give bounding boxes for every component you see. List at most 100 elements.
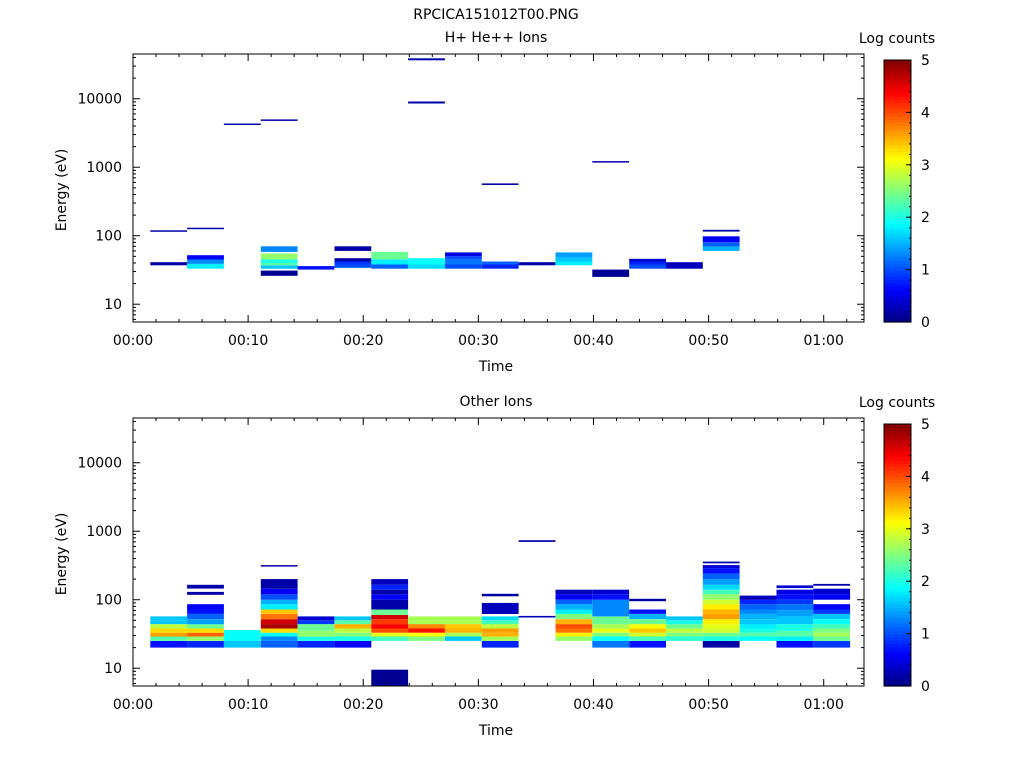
colorbar-tick-label: 3 bbox=[921, 158, 930, 174]
colorbar-segment bbox=[884, 135, 911, 140]
heatmap-cell bbox=[260, 641, 298, 648]
colorbar-segment bbox=[884, 299, 911, 303]
heatmap-cell bbox=[702, 604, 740, 610]
heatmap-cell bbox=[371, 624, 409, 629]
heatmap-cell bbox=[187, 632, 224, 637]
colorbar-segment bbox=[884, 496, 911, 500]
heatmap-cell bbox=[371, 264, 409, 269]
heatmap-cell bbox=[481, 183, 519, 185]
colorbar-segment bbox=[884, 230, 911, 235]
colorbar-segment bbox=[884, 312, 911, 317]
colorbar-segment bbox=[884, 499, 911, 504]
heatmap-cell bbox=[813, 628, 851, 633]
heatmap-cell bbox=[592, 589, 630, 595]
colorbar-segment bbox=[884, 636, 911, 641]
x-axis-label: Time bbox=[478, 359, 513, 375]
heatmap-cell bbox=[555, 636, 593, 641]
colorbar-segment bbox=[884, 79, 911, 84]
heatmap-cell bbox=[776, 616, 814, 625]
colorbar-segment bbox=[884, 679, 911, 684]
heatmap-cell bbox=[408, 258, 445, 265]
colorbar-segment bbox=[884, 92, 911, 97]
colorbar-segment bbox=[884, 285, 911, 290]
heatmap-cell bbox=[445, 624, 482, 629]
heatmap-cell bbox=[739, 632, 777, 637]
heatmap-cell bbox=[334, 632, 372, 637]
colorbar-tick-label: 1 bbox=[921, 263, 930, 279]
colorbar-segment bbox=[884, 568, 911, 572]
colorbar-segment bbox=[884, 249, 911, 254]
heatmap-cell bbox=[629, 636, 666, 641]
colorbar-segment bbox=[884, 276, 911, 281]
colorbar-segment bbox=[884, 158, 911, 163]
colorbar-segment bbox=[884, 548, 911, 553]
heatmap-cell bbox=[702, 613, 740, 620]
y-tick-label: 10000 bbox=[77, 92, 122, 108]
heatmap-cell bbox=[592, 641, 630, 648]
colorbar-segment bbox=[884, 220, 911, 225]
heatmap-cell bbox=[629, 624, 666, 629]
heatmap-cell bbox=[334, 258, 372, 262]
colorbar-segment bbox=[884, 269, 911, 274]
colorbar-segment bbox=[884, 308, 911, 313]
colorbar-segment bbox=[884, 515, 911, 520]
heatmap-cells bbox=[150, 540, 851, 686]
heatmap-cells bbox=[150, 58, 740, 277]
heatmap-cell bbox=[776, 589, 814, 595]
colorbar-segment bbox=[884, 266, 911, 271]
heatmap-cell bbox=[481, 616, 519, 621]
colorbar-segment bbox=[884, 105, 911, 110]
heatmap-cell bbox=[223, 641, 261, 648]
heatmap-cell bbox=[334, 624, 372, 629]
heatmap-cell bbox=[666, 632, 703, 637]
heatmap-cell bbox=[702, 624, 740, 629]
colorbar-tick-label: 5 bbox=[921, 53, 930, 69]
heatmap-cell bbox=[334, 264, 372, 268]
colorbar-segment bbox=[884, 453, 911, 458]
x-tick-label: 00:00 bbox=[113, 333, 153, 349]
heatmap-cell bbox=[260, 265, 298, 269]
colorbar-segment bbox=[884, 492, 911, 497]
colorbar-segment bbox=[884, 558, 911, 563]
heatmap-cell bbox=[260, 594, 298, 600]
heatmap-cell bbox=[813, 619, 851, 625]
colorbar-segment bbox=[884, 89, 911, 94]
heatmap-cell bbox=[187, 591, 224, 595]
heatmap-cell bbox=[187, 263, 224, 269]
heatmap-cell bbox=[776, 594, 814, 600]
colorbar-segment bbox=[884, 555, 911, 559]
colorbar-segment bbox=[884, 427, 911, 432]
colorbar-segment bbox=[884, 505, 911, 510]
colorbar-segment bbox=[884, 76, 911, 81]
heatmap-cell bbox=[702, 619, 740, 625]
colorbar-segment bbox=[884, 164, 911, 169]
colorbar-segment bbox=[884, 132, 911, 136]
colorbar: 0 1 2 3 4 5 bbox=[883, 417, 930, 695]
colorbar-segment bbox=[884, 482, 911, 487]
colorbar-segment bbox=[884, 666, 911, 671]
heatmap-cell bbox=[555, 599, 593, 605]
colorbar-tick-label: 2 bbox=[921, 574, 930, 590]
heatmap-cell bbox=[629, 258, 666, 262]
heatmap-cell bbox=[187, 619, 224, 625]
colorbar-segment bbox=[884, 591, 911, 595]
y-tick-label: 10 bbox=[104, 661, 122, 677]
heatmap-cell bbox=[555, 594, 593, 600]
colorbar-segment bbox=[884, 469, 911, 474]
colorbar-segment bbox=[884, 289, 911, 294]
heatmap-cell bbox=[813, 609, 851, 614]
colorbar-segment bbox=[884, 535, 911, 540]
axes-frame: 00:00 00:10 00:20 00:30 00:40 00:50 01:00 10 100… bbox=[77, 417, 865, 713]
heatmap-cell bbox=[150, 641, 188, 648]
colorbar-segment bbox=[884, 604, 911, 609]
colorbar-segment bbox=[884, 460, 911, 464]
colorbar-segment bbox=[884, 233, 911, 238]
colorbar-segment bbox=[884, 60, 911, 64]
heatmap-cell bbox=[592, 636, 630, 641]
y-tick-label: 1000 bbox=[86, 160, 122, 176]
heatmap-cell bbox=[629, 641, 666, 648]
heatmap-cell bbox=[371, 619, 409, 625]
colorbar-tick-label: 2 bbox=[921, 210, 930, 226]
heatmap-cell bbox=[555, 609, 593, 614]
colorbar-segment bbox=[884, 600, 911, 605]
